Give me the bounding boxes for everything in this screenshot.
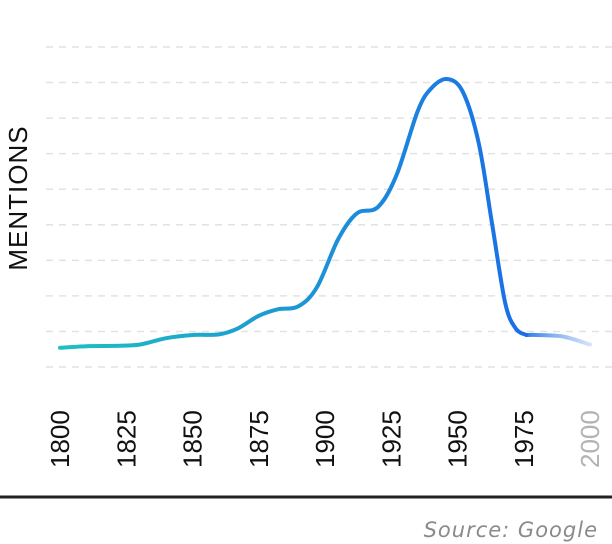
series-line	[58, 76, 529, 350]
series-group	[58, 76, 592, 350]
gridlines	[46, 46, 612, 368]
x-tick-label: 1925	[376, 410, 406, 468]
x-tick-label: 1825	[111, 410, 141, 468]
y-axis-label: MENTIONS	[3, 125, 33, 270]
x-tick-label: 1900	[310, 410, 340, 468]
x-axis-ticks: 1800 1825 1850 1875 1900 1925 1950 1975 2000	[45, 410, 605, 468]
source-label: Source: Google	[424, 518, 598, 542]
x-tick-label: 1975	[509, 410, 539, 468]
x-tick-label: 1875	[244, 410, 274, 468]
series-projection-line	[524, 332, 592, 347]
x-tick-label: 1850	[178, 410, 208, 468]
x-tick-label: 1950	[443, 410, 473, 468]
x-tick-label: 1800	[45, 410, 75, 468]
x-tick-label: 2000	[575, 410, 605, 468]
